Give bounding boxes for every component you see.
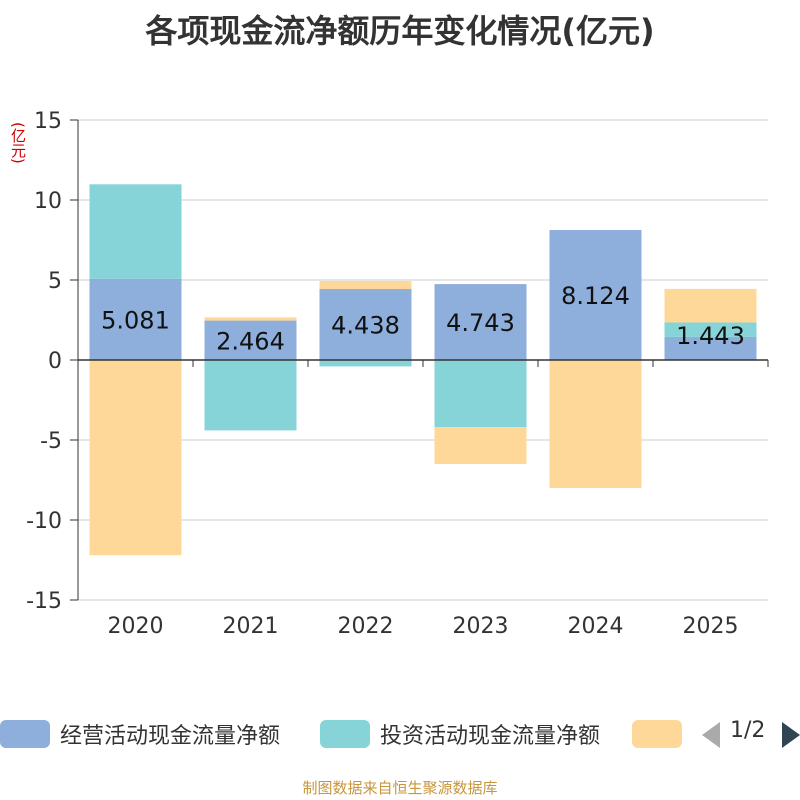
x-tick-label-2023: 2023 xyxy=(453,614,509,639)
bar-2024-series-0 xyxy=(549,230,642,360)
y-tick-label: 0 xyxy=(48,349,62,374)
bar-2022-series-2 xyxy=(319,280,412,289)
legend-swatch-third xyxy=(632,720,682,748)
legend-next-page-icon[interactable] xyxy=(782,722,800,748)
legend-label-operating: 经营活动现金流量净额 xyxy=(60,724,281,749)
x-tick-label-2021: 2021 xyxy=(223,614,279,639)
bar-2021-series-1 xyxy=(204,360,297,431)
x-tick-label-2025: 2025 xyxy=(683,614,739,639)
data-label-2025: 1.443 xyxy=(676,322,745,350)
bar-2020-series-1 xyxy=(89,184,182,279)
bar-2025-series-1 xyxy=(664,322,757,337)
bar-2023-series-1 xyxy=(434,360,527,428)
y-tick-label: -15 xyxy=(26,589,62,614)
bar-2022-series-0 xyxy=(319,288,412,360)
data-label-2021: 2.464 xyxy=(216,327,285,355)
bar-2023-series-0 xyxy=(434,284,527,360)
legend-page-indicator: 1/2 xyxy=(730,718,766,743)
data-label-2024: 8.124 xyxy=(561,282,630,310)
y-tick-label: 15 xyxy=(34,109,62,134)
legend: 经营活动现金流量净额 投资活动现金流量净额 1/2 xyxy=(0,714,800,754)
bar-2022-series-1 xyxy=(319,360,412,367)
bar-2024-series-2 xyxy=(549,360,642,488)
data-label-2020: 5.081 xyxy=(101,306,170,334)
data-source-footer: 制图数据来自恒生聚源数据库 xyxy=(302,779,498,797)
y-tick-label: -5 xyxy=(40,429,62,454)
x-tick-label-2020: 2020 xyxy=(108,614,164,639)
bar-2025-series-2 xyxy=(664,288,757,323)
y-axis-unit-label: (亿元) xyxy=(9,122,27,164)
cash-flow-chart: 15 10 5 0 -5 -10 -15 5.081 2.464 4.438 4.743 8.124 1… xyxy=(26,109,769,639)
bar-2020-series-0 xyxy=(89,278,182,360)
y-tick-label: -10 xyxy=(26,509,62,534)
bar-2021-series-2 xyxy=(204,317,297,321)
bar-2020-series-2 xyxy=(89,360,182,556)
bar-2023-series-2 xyxy=(434,427,527,464)
x-tick-label-2022: 2022 xyxy=(338,614,394,639)
bar-2025-series-0 xyxy=(664,336,757,360)
legend-swatch-investing xyxy=(320,720,370,748)
data-label-2023: 4.743 xyxy=(446,309,515,337)
legend-label-investing: 投资活动现金流量净额 xyxy=(380,724,601,749)
legend-swatch-operating xyxy=(0,720,50,748)
legend-pager: 1/2 xyxy=(700,714,800,754)
y-tick-label: 5 xyxy=(48,269,62,294)
bar-2021-series-0 xyxy=(204,320,297,360)
legend-prev-page-icon[interactable] xyxy=(702,722,720,748)
y-tick-label: 10 xyxy=(34,189,62,214)
data-label-2022: 4.438 xyxy=(331,311,400,339)
chart-title: 各项现金流净额历年变化情况(亿元) xyxy=(145,12,655,50)
x-tick-label-2024: 2024 xyxy=(568,614,624,639)
